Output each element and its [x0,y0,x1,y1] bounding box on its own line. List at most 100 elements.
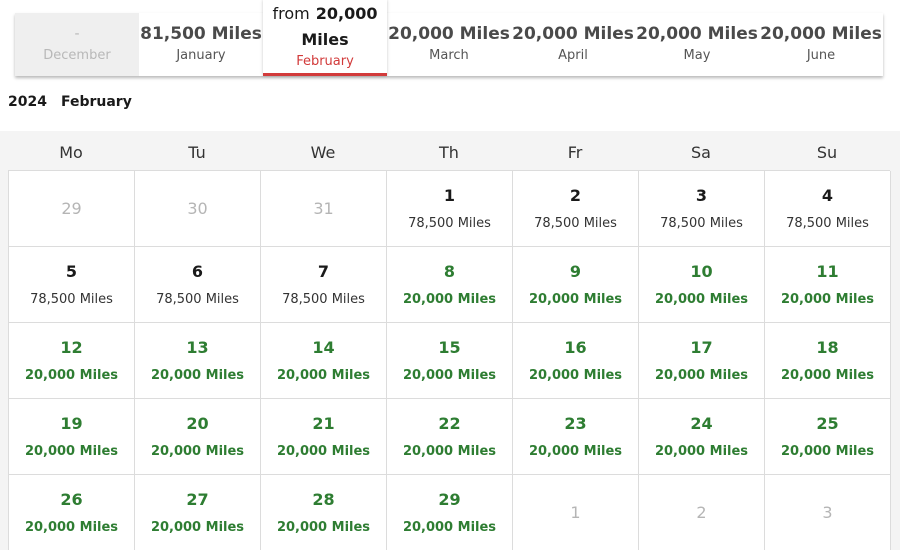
day-miles-price: 20,000 Miles [24,367,119,383]
day-number: 21 [312,413,335,433]
day-number: 11 [816,261,839,281]
day-number: 2 [696,502,707,522]
calendar-day-cell[interactable]: 10 20,000 Miles [639,247,765,323]
day-number: 3 [822,502,833,522]
calendar-day-cell[interactable]: 5 78,500 Miles [9,247,135,323]
month-tab-january[interactable]: 81,500 Miles January [139,13,263,76]
day-miles-price: 20,000 Miles [402,443,497,459]
day-miles-price: 20,000 Miles [780,291,875,307]
calendar-day-cell[interactable]: 18 20,000 Miles [765,323,891,399]
month-name: May [683,48,711,63]
calendar-day-outside-month: 29 [9,171,135,247]
month-price: 20,000 Miles [388,24,510,44]
day-miles-price: 20,000 Miles [276,367,371,383]
day-miles-price: 20,000 Miles [150,519,245,535]
day-miles-price: 20,000 Miles [402,519,497,535]
day-number: 24 [690,413,713,433]
calendar-day-cell[interactable]: 17 20,000 Miles [639,323,765,399]
day-number: 27 [186,489,209,509]
calendar-day-cell[interactable]: 27 20,000 Miles [135,475,261,550]
day-number: 1 [443,185,456,205]
weekday-label: Sa [691,143,711,162]
day-number: 8 [443,261,456,281]
day-miles-price: 20,000 Miles [528,443,623,459]
day-miles-price: 20,000 Miles [654,443,749,459]
day-miles-price: 78,500 Miles [786,215,869,231]
day-number: 1 [570,502,581,522]
day-number: 4 [821,185,834,205]
day-number: 25 [816,413,839,433]
calendar-day-cell[interactable]: 2 78,500 Miles [513,171,639,247]
calendar-day-cell[interactable]: 11 20,000 Miles [765,247,891,323]
calendar-day-cell[interactable]: 22 20,000 Miles [387,399,513,475]
month-tab-may[interactable]: 20,000 Miles May [635,13,759,76]
calendar-year: 2024 [8,94,47,110]
month-tab-april[interactable]: 20,000 Miles April [511,13,635,76]
day-miles-price: 20,000 Miles [276,519,371,535]
calendar-day-cell[interactable]: 3 78,500 Miles [639,171,765,247]
calendar-day-cell[interactable]: 15 20,000 Miles [387,323,513,399]
calendar-day-cell[interactable]: 7 78,500 Miles [261,247,387,323]
calendar-day-cell[interactable]: 1 78,500 Miles [387,171,513,247]
day-miles-price: 78,500 Miles [408,215,491,231]
calendar-day-cell[interactable]: 25 20,000 Miles [765,399,891,475]
day-number: 14 [312,337,335,357]
calendar-day-cell[interactable]: 6 78,500 Miles [135,247,261,323]
day-miles-price: 78,500 Miles [660,215,743,231]
calendar-day-cell[interactable]: 29 20,000 Miles [387,475,513,550]
month-price: 20,000 Miles [636,24,758,44]
day-number: 9 [569,261,582,281]
day-number: 12 [60,337,83,357]
day-miles-price: 78,500 Miles [156,291,239,307]
calendar-day-cell[interactable]: 12 20,000 Miles [9,323,135,399]
day-number: 19 [60,413,83,433]
day-miles-price: 20,000 Miles [276,443,371,459]
calendar-day-cell[interactable]: 23 20,000 Miles [513,399,639,475]
calendar-day-cell[interactable]: 4 78,500 Miles [765,171,891,247]
calendar-day-cell[interactable]: 16 20,000 Miles [513,323,639,399]
day-miles-price: 20,000 Miles [150,367,245,383]
day-number: 29 [438,489,461,509]
price-amount: 20,000 [315,4,378,23]
day-miles-price: 20,000 Miles [528,291,623,307]
day-miles-price: 20,000 Miles [402,367,497,383]
month-tab-february[interactable]: from 20,000 Miles February [263,0,387,76]
weekday-label: Th [439,143,459,162]
day-number: 17 [690,337,713,357]
calendar-day-cell[interactable]: 28 20,000 Miles [261,475,387,550]
day-number: 23 [564,413,587,433]
calendar-day-cell[interactable]: 9 20,000 Miles [513,247,639,323]
calendar-day-cell[interactable]: 13 20,000 Miles [135,323,261,399]
month-tab-june[interactable]: 20,000 Miles June [759,13,883,76]
day-number: 15 [438,337,461,357]
day-number: 13 [186,337,209,357]
month-tab-december: - December [15,13,139,76]
month-price: 20,000 Miles [512,24,634,44]
day-miles-price: 78,500 Miles [282,291,365,307]
day-number: 22 [438,413,461,433]
calendar-day-cell[interactable]: 19 20,000 Miles [9,399,135,475]
calendar-day-grid: 29 30 31 1 78,500 Miles 2 78,500 Miles 3 78,500 … [8,170,891,550]
from-label: from [272,4,310,23]
day-miles-price: 20,000 Miles [654,291,749,307]
calendar-day-cell[interactable]: 24 20,000 Miles [639,399,765,475]
month-selector: - December 81,500 Miles January from 20,0… [15,0,883,76]
weekday-header-row: Mo Tu We Th Fr Sa Su [8,131,890,170]
calendar-day-cell[interactable]: 8 20,000 Miles [387,247,513,323]
day-miles-price: 20,000 Miles [780,443,875,459]
day-miles-price: 20,000 Miles [24,519,119,535]
calendar-panel: Mo Tu We Th Fr Sa Su 29 30 31 1 78,500 Miles… [0,131,900,550]
weekday-label: Su [816,143,838,162]
calendar-day-cell[interactable]: 14 20,000 Miles [261,323,387,399]
month-tab-march[interactable]: 20,000 Miles March [387,13,511,76]
calendar-day-cell[interactable]: 26 20,000 Miles [9,475,135,550]
month-name: February [296,54,354,69]
calendar-day-cell[interactable]: 21 20,000 Miles [261,399,387,475]
day-miles-price: 20,000 Miles [24,443,119,459]
month-name: March [429,48,469,63]
day-number: 3 [695,185,708,205]
day-miles-price: 20,000 Miles [150,443,245,459]
calendar-day-cell[interactable]: 20 20,000 Miles [135,399,261,475]
month-price: 81,500 Miles [140,24,262,44]
price-unit: Miles [301,30,349,49]
